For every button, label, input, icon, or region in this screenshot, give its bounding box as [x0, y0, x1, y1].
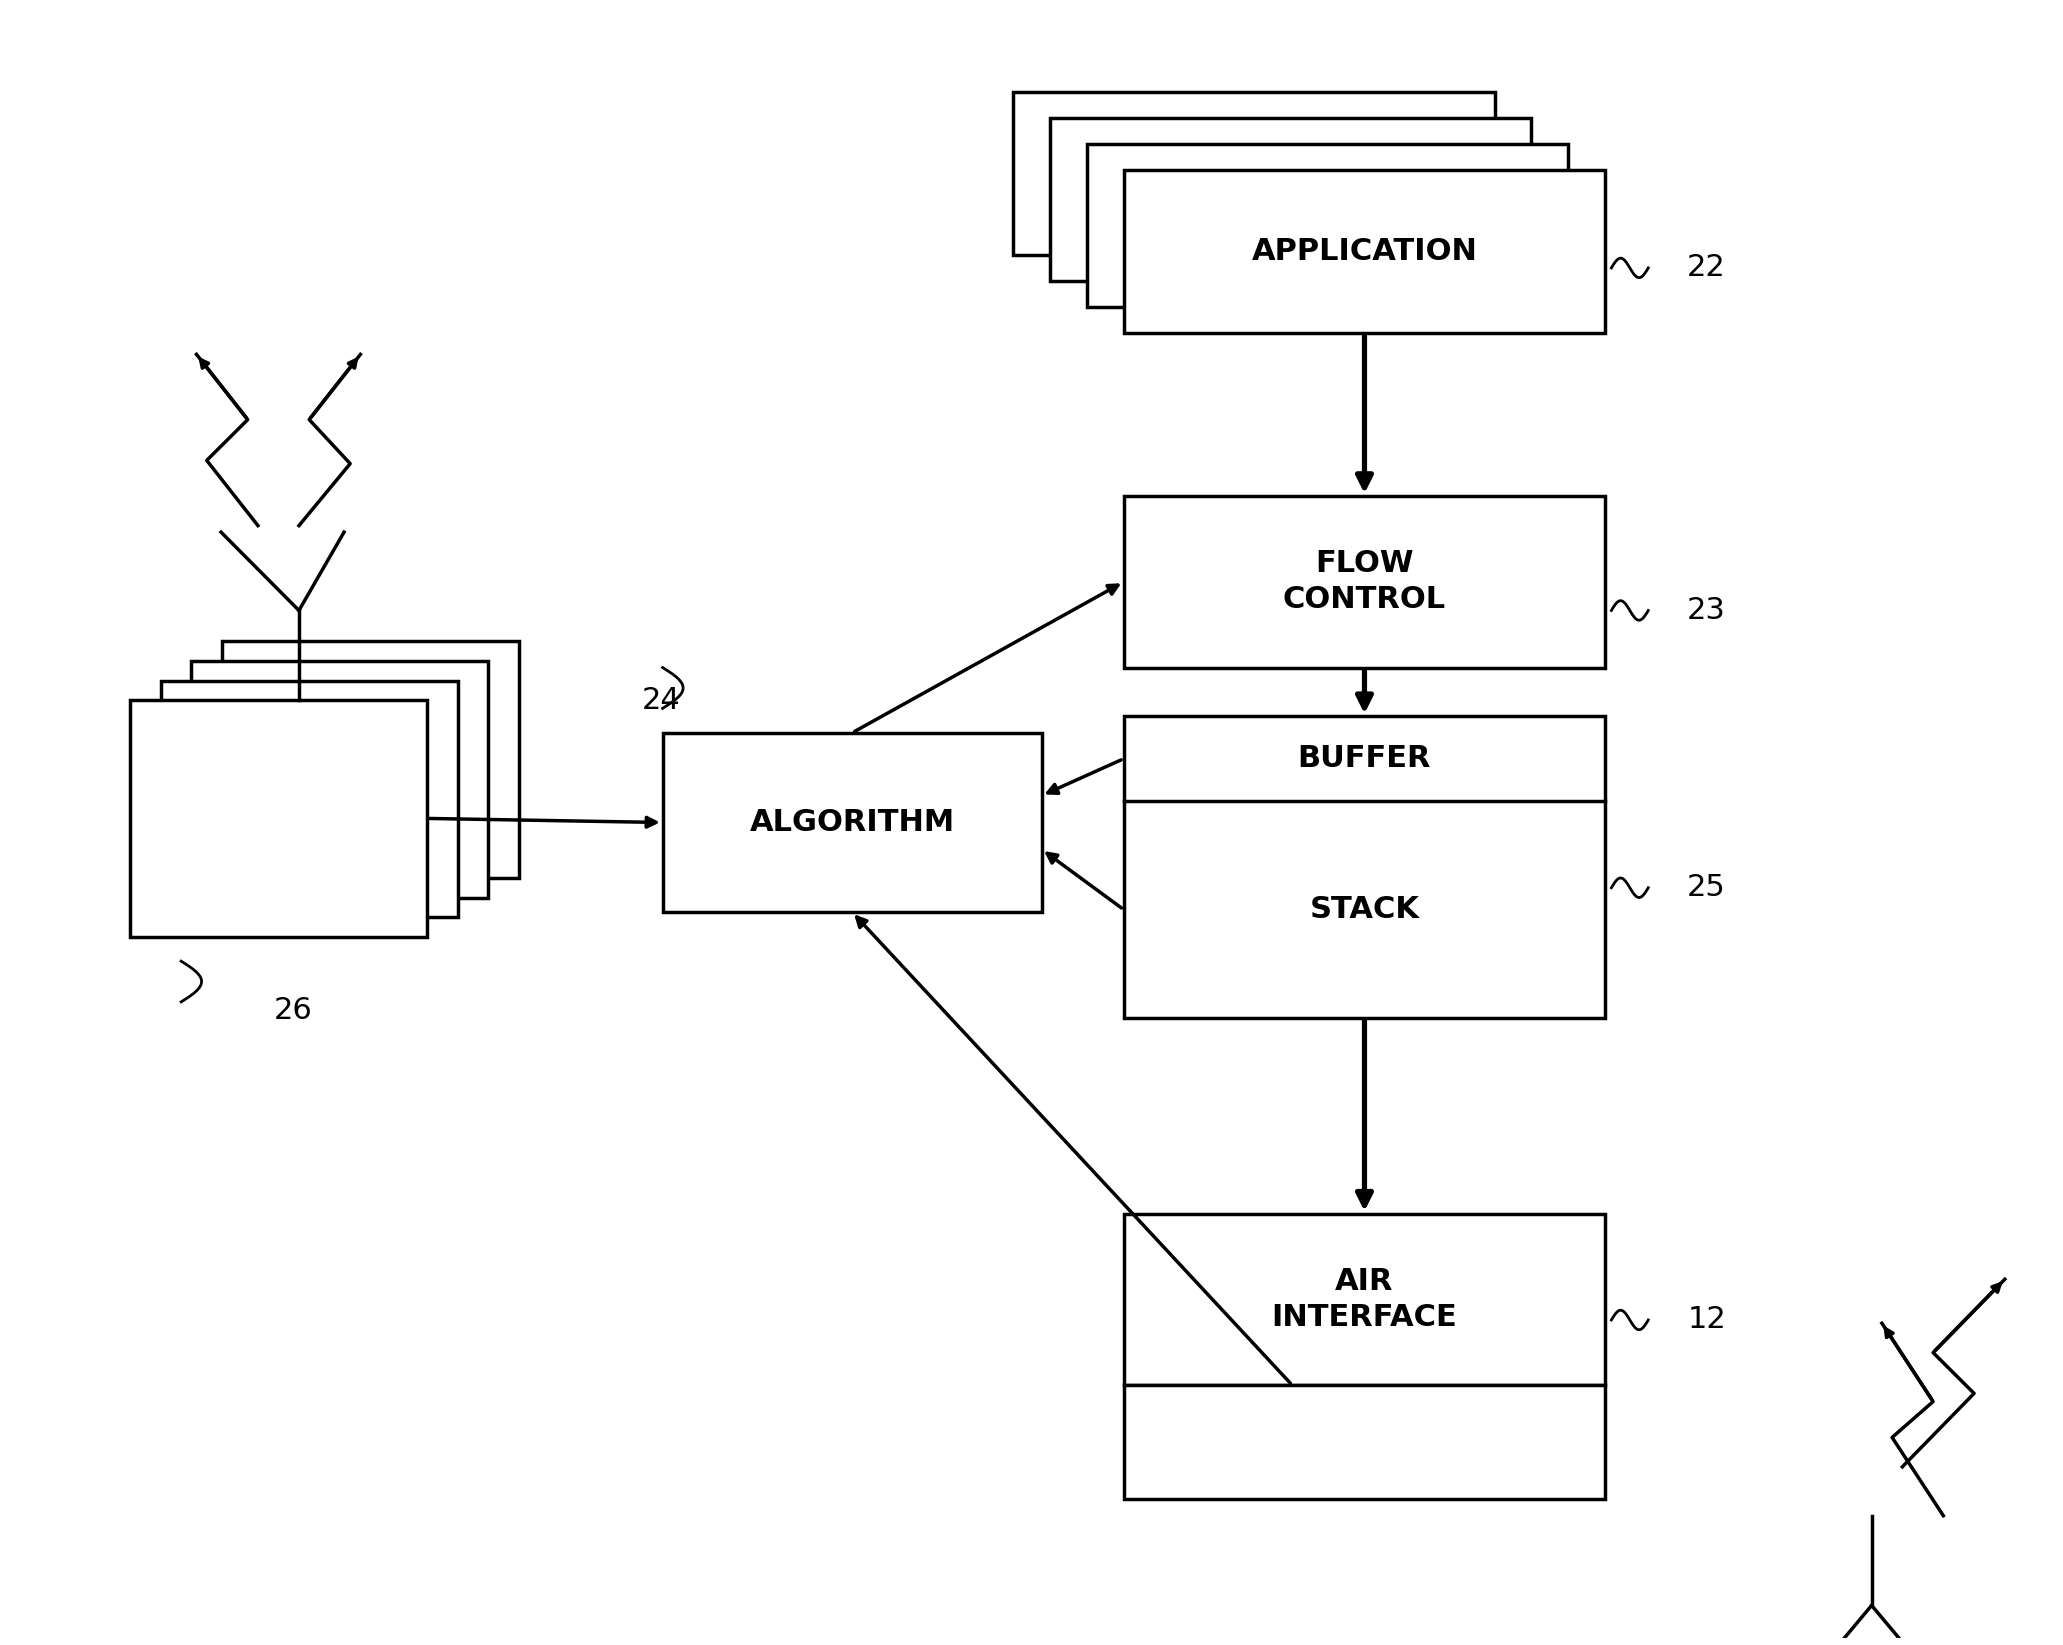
Bar — [1050, 118, 1531, 281]
Text: 23: 23 — [1688, 595, 1727, 625]
Bar — [130, 701, 427, 936]
Bar — [662, 732, 1042, 913]
Text: ALGORITHM: ALGORITHM — [749, 808, 955, 837]
Bar — [161, 681, 458, 918]
Text: 26: 26 — [272, 995, 312, 1025]
Bar — [1124, 497, 1605, 668]
Bar — [1124, 169, 1605, 334]
Text: APPLICATION: APPLICATION — [1252, 237, 1477, 266]
Text: 24: 24 — [642, 686, 681, 714]
Bar — [1087, 145, 1568, 308]
Bar — [223, 642, 520, 878]
Bar — [1124, 717, 1605, 1018]
Text: AIR
INTERFACE: AIR INTERFACE — [1271, 1267, 1456, 1332]
Text: 22: 22 — [1688, 253, 1727, 283]
Text: BUFFER: BUFFER — [1298, 744, 1432, 773]
Bar — [1124, 1385, 1605, 1499]
Bar — [1013, 92, 1494, 255]
Text: STACK: STACK — [1310, 895, 1419, 924]
Bar — [192, 661, 489, 898]
Text: FLOW
CONTROL: FLOW CONTROL — [1283, 549, 1446, 614]
Text: 25: 25 — [1688, 873, 1727, 901]
Bar — [1124, 1214, 1605, 1385]
Text: 12: 12 — [1688, 1306, 1727, 1334]
